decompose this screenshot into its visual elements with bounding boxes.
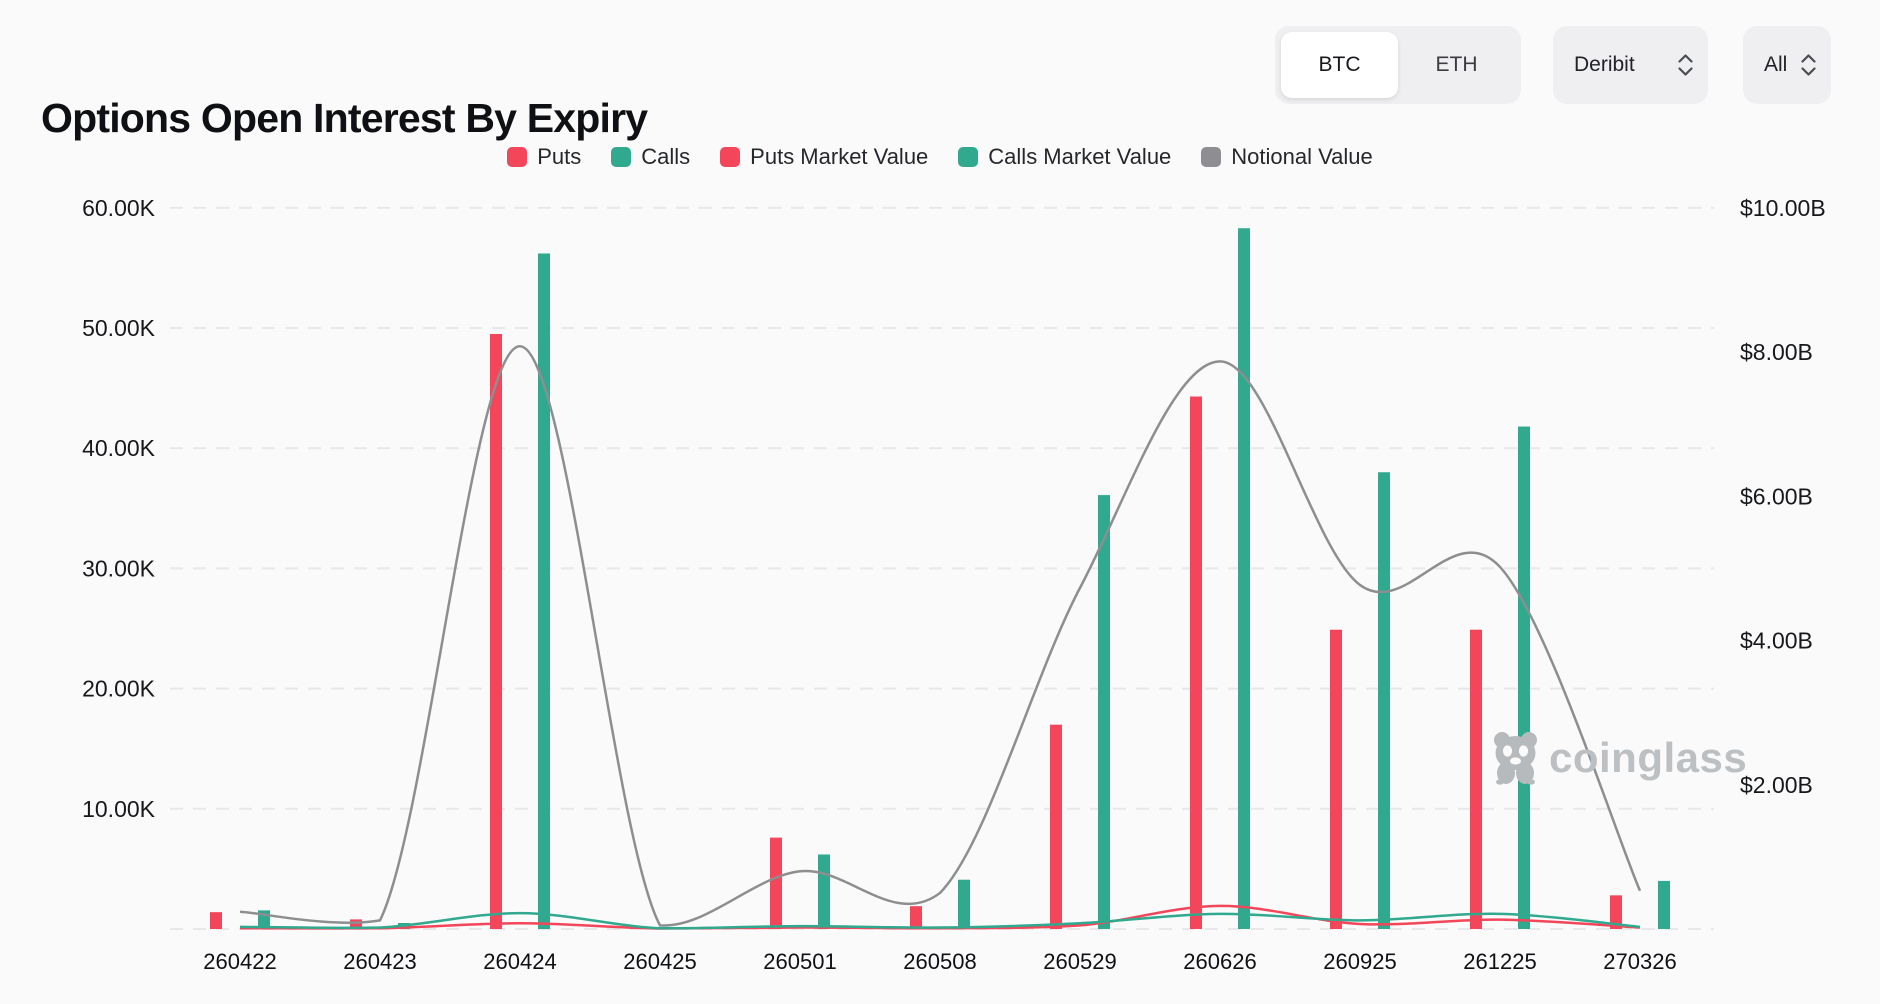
page-title: Options Open Interest By Expiry [41, 95, 648, 142]
legend-item-notional-value[interactable]: Notional Value [1201, 144, 1373, 170]
calls-market-value-line[interactable] [239, 911, 1641, 930]
calls-bar-261225[interactable] [1518, 426, 1530, 929]
legend-item-puts[interactable]: Puts [507, 144, 581, 170]
x-axis-label: 260422 [203, 949, 276, 974]
left-axis-tick: 30.00K [82, 555, 156, 581]
x-axis-label: 261225 [1463, 949, 1536, 974]
chart-legend: Puts Calls Puts Market Value Calls Marke… [0, 144, 1880, 170]
right-axis-tick: $10.00B [1740, 195, 1826, 221]
right-axis-tick: $8.00B [1740, 339, 1813, 365]
range-select-value: All [1764, 53, 1788, 76]
watermark: coinglass [1492, 731, 1747, 785]
axis-labels: 10.00K 20.00K 30.00K 40.00K 50.00K 60.00K $2.0… [82, 195, 1826, 974]
puts-bar-260508[interactable] [910, 906, 922, 929]
exchange-select-value: Deribit [1574, 53, 1635, 76]
puts-bar-260501[interactable] [770, 837, 782, 929]
btc-toggle-button[interactable]: BTC [1281, 32, 1398, 98]
chevron-up-down-icon [1678, 54, 1693, 76]
puts-bar-260529[interactable] [1050, 724, 1062, 929]
calls-bar-260501[interactable] [818, 854, 830, 929]
calls-market-value-marker-icon [958, 147, 979, 167]
x-axis-label: 260508 [903, 949, 976, 974]
puts-bar-260424[interactable] [490, 334, 502, 929]
calls-marker-icon [611, 147, 632, 167]
x-axis-label: 260626 [1183, 949, 1256, 974]
calls-bar-260925[interactable] [1378, 472, 1390, 929]
range-select[interactable]: All [1743, 26, 1831, 104]
x-axis-label: 260423 [343, 949, 416, 974]
puts-market-value-marker-icon [720, 147, 741, 167]
puts-marker-icon [507, 147, 528, 167]
asset-toggle: BTC ETH [1275, 26, 1521, 104]
left-axis-tick: 50.00K [82, 315, 156, 341]
puts-bar-260626[interactable] [1190, 396, 1202, 929]
chart-controls: BTC ETH Deribit All [1275, 26, 1831, 104]
right-axis-tick: $6.00B [1740, 483, 1813, 509]
calls-bar-260508[interactable] [958, 879, 970, 929]
puts-bar-261225[interactable] [1470, 629, 1482, 929]
calls-bar-260529[interactable] [1098, 495, 1110, 929]
x-axis-label: 260529 [1043, 949, 1116, 974]
x-axis-label: 270326 [1603, 949, 1676, 974]
notional-value-marker-icon [1201, 147, 1222, 167]
legend-item-puts-market-value[interactable]: Puts Market Value [720, 144, 928, 170]
bars[interactable] [210, 228, 1670, 929]
puts-bar-260925[interactable] [1330, 629, 1342, 929]
exchange-select[interactable]: Deribit [1553, 26, 1708, 104]
puts-bar-260423[interactable] [350, 919, 362, 929]
right-axis-tick: $2.00B [1740, 772, 1813, 798]
right-axis-tick: $4.00B [1740, 628, 1813, 654]
gridlines [170, 206, 1714, 930]
puts-bar-260422[interactable] [210, 912, 222, 929]
left-axis-tick: 10.00K [82, 796, 156, 822]
puts-bar-270326[interactable] [1610, 895, 1622, 929]
calls-bar-260626[interactable] [1238, 228, 1250, 929]
x-axis-label: 260925 [1323, 949, 1396, 974]
left-axis-tick: 40.00K [82, 435, 156, 461]
calls-bar-260424[interactable] [538, 253, 550, 929]
eth-toggle-button[interactable]: ETH [1398, 32, 1515, 98]
chevron-up-down-icon [1801, 54, 1816, 76]
calls-bar-270326[interactable] [1658, 880, 1670, 929]
x-axis-label: 260424 [483, 949, 556, 974]
notional-value-line[interactable] [239, 345, 1642, 927]
x-axis-label: 260425 [623, 949, 696, 974]
legend-item-calls[interactable]: Calls [611, 144, 690, 170]
watermark-text: coinglass [1549, 734, 1748, 781]
x-axis-label: 260501 [763, 949, 836, 974]
coinglass-logo-icon [1494, 732, 1537, 785]
left-axis-tick: 60.00K [82, 195, 156, 221]
legend-item-calls-market-value[interactable]: Calls Market Value [958, 144, 1171, 170]
left-axis-tick: 20.00K [82, 676, 156, 702]
